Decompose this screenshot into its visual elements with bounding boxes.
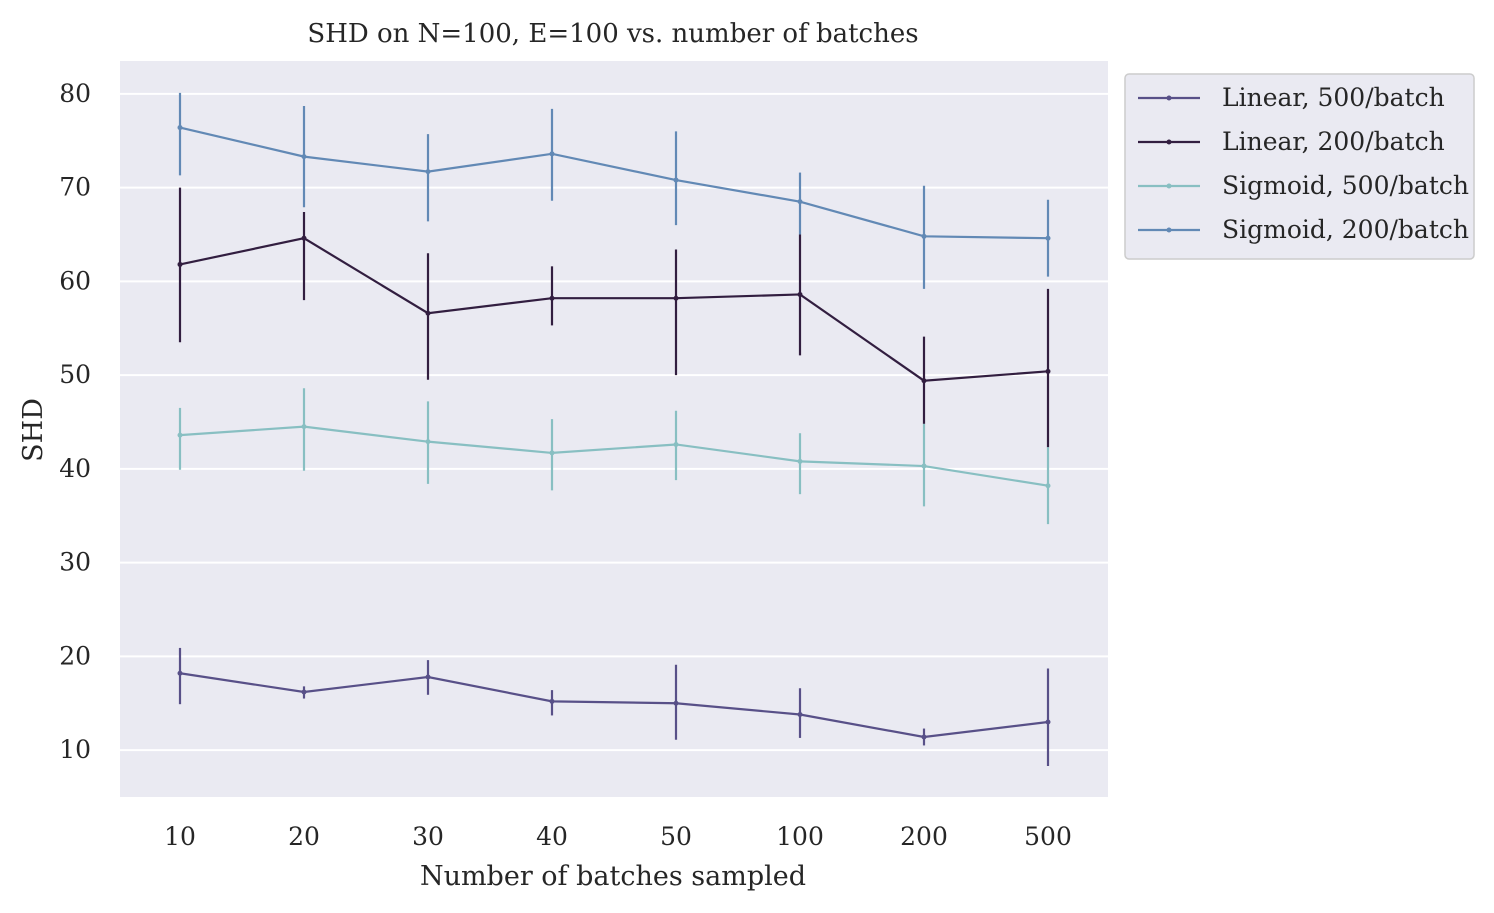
series-4 [177, 92, 1051, 289]
data-point [425, 169, 431, 175]
series-line [179, 425, 1049, 487]
data-point [549, 698, 555, 704]
x-tick-label: 20 [288, 822, 320, 851]
x-tick-label: 200 [900, 822, 948, 851]
series-1 [177, 647, 1051, 767]
legend-entry: Sigmoid, 500/batch [1138, 171, 1469, 200]
data-point [1045, 719, 1051, 725]
data-point [301, 689, 307, 695]
x-axis-label: Number of batches sampled [420, 861, 806, 892]
legend-entry: Sigmoid, 200/batch [1138, 215, 1469, 244]
x-tick-labels: 10 20 30 40 50 100 200 500 [164, 822, 1072, 851]
data-point [549, 450, 555, 456]
legend-label: Sigmoid, 200/batch [1222, 215, 1469, 244]
grid-lines [120, 92, 1108, 752]
y-tick-label: 60 [59, 266, 91, 295]
chart-title: SHD on N=100, E=100 vs. number of batche… [307, 19, 918, 49]
data-point [549, 295, 555, 301]
data-point [425, 310, 431, 316]
data-point [177, 125, 183, 131]
data-point [301, 235, 307, 241]
data-point [177, 670, 183, 676]
data-point [177, 261, 183, 267]
y-axis-label: SHD [18, 398, 49, 462]
legend: Linear, 500/batch Linear, 200/batch Sigmoi… [1124, 73, 1475, 260]
y-tick-label: 50 [59, 360, 91, 389]
y-tick-labels: 10 20 30 40 50 60 70 80 [59, 79, 91, 764]
data-point [673, 441, 679, 447]
y-tick-label: 10 [59, 735, 91, 764]
series-line [179, 672, 1049, 739]
legend-swatch-marker [1166, 183, 1172, 189]
x-tick-label: 500 [1024, 822, 1072, 851]
data-point [673, 295, 679, 301]
data-point [797, 458, 803, 464]
data-point [177, 432, 183, 438]
y-tick-label: 70 [59, 173, 91, 202]
x-tick-label: 50 [660, 822, 692, 851]
legend-entry: Linear, 200/batch [1138, 127, 1445, 156]
series-line [179, 237, 1049, 382]
data-point [1045, 235, 1051, 241]
legend-entry: Linear, 500/batch [1138, 83, 1445, 112]
y-tick-label: 20 [59, 641, 91, 670]
y-tick-label: 30 [59, 548, 91, 577]
y-tick-label: 40 [59, 454, 91, 483]
data-point [797, 199, 803, 205]
legend-label: Linear, 500/batch [1222, 83, 1445, 112]
data-point [425, 674, 431, 680]
legend-swatch-marker [1166, 227, 1172, 233]
data-point [301, 154, 307, 160]
data-point [673, 177, 679, 183]
data-point [1045, 483, 1051, 489]
data-point [797, 291, 803, 297]
data-point [797, 711, 803, 717]
series-lines [177, 92, 1051, 767]
data-point [301, 424, 307, 430]
legend-box [1124, 73, 1475, 260]
x-tick-label: 40 [536, 822, 568, 851]
series-3 [177, 388, 1051, 525]
series-2 [177, 187, 1051, 448]
data-point [425, 439, 431, 445]
legend-swatch-marker [1166, 139, 1172, 145]
legend-label: Sigmoid, 500/batch [1222, 171, 1469, 200]
data-point [921, 378, 927, 384]
legend-label: Linear, 200/batch [1222, 127, 1445, 156]
x-tick-label: 100 [776, 822, 824, 851]
data-point [921, 734, 927, 740]
x-tick-label: 10 [164, 822, 196, 851]
y-tick-label: 80 [59, 79, 91, 108]
data-point [921, 463, 927, 469]
x-tick-label: 30 [412, 822, 444, 851]
data-point [921, 233, 927, 239]
data-point [1045, 368, 1051, 374]
legend-swatch-marker [1166, 95, 1172, 101]
data-point [549, 151, 555, 157]
data-point [673, 700, 679, 706]
series-line [179, 126, 1049, 240]
